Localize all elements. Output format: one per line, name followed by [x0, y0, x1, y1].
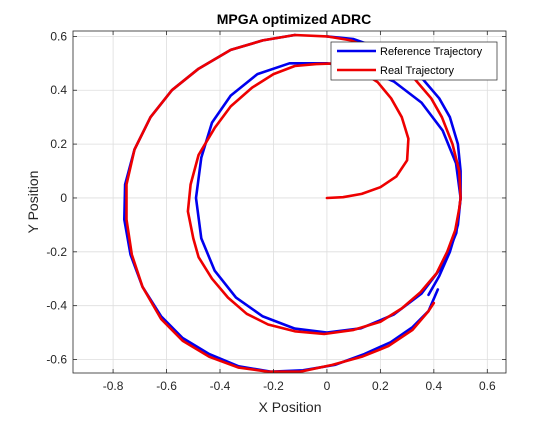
- y-tick-label: 0: [60, 191, 67, 205]
- x-axis-label: X Position: [258, 399, 321, 415]
- legend: Reference Trajectory Real Trajectory: [331, 42, 497, 80]
- chart-title: MPGA optimized ADRC: [217, 11, 372, 27]
- x-tick-label: -0.2: [263, 379, 284, 393]
- y-tick-label: 0.2: [50, 137, 67, 151]
- x-tick-label: -0.6: [156, 379, 177, 393]
- y-axis-label: Y Position: [25, 171, 41, 234]
- x-tick-label: -0.4: [210, 379, 231, 393]
- y-tick-label: 0.6: [50, 29, 67, 43]
- y-tick-label: -0.4: [46, 299, 67, 313]
- x-tick-label: 0.6: [479, 379, 496, 393]
- legend-label-reference: Reference Trajectory: [380, 46, 483, 58]
- y-tick-label: -0.6: [46, 353, 67, 367]
- legend-label-real: Real Trajectory: [380, 65, 454, 77]
- y-tick-label: 0.4: [50, 83, 67, 97]
- x-tick-label: -0.8: [103, 379, 124, 393]
- x-tick-label: 0.2: [372, 379, 389, 393]
- y-tick-label: -0.2: [46, 245, 67, 259]
- x-tick-label: 0: [324, 379, 331, 393]
- x-tick-label: 0.4: [425, 379, 442, 393]
